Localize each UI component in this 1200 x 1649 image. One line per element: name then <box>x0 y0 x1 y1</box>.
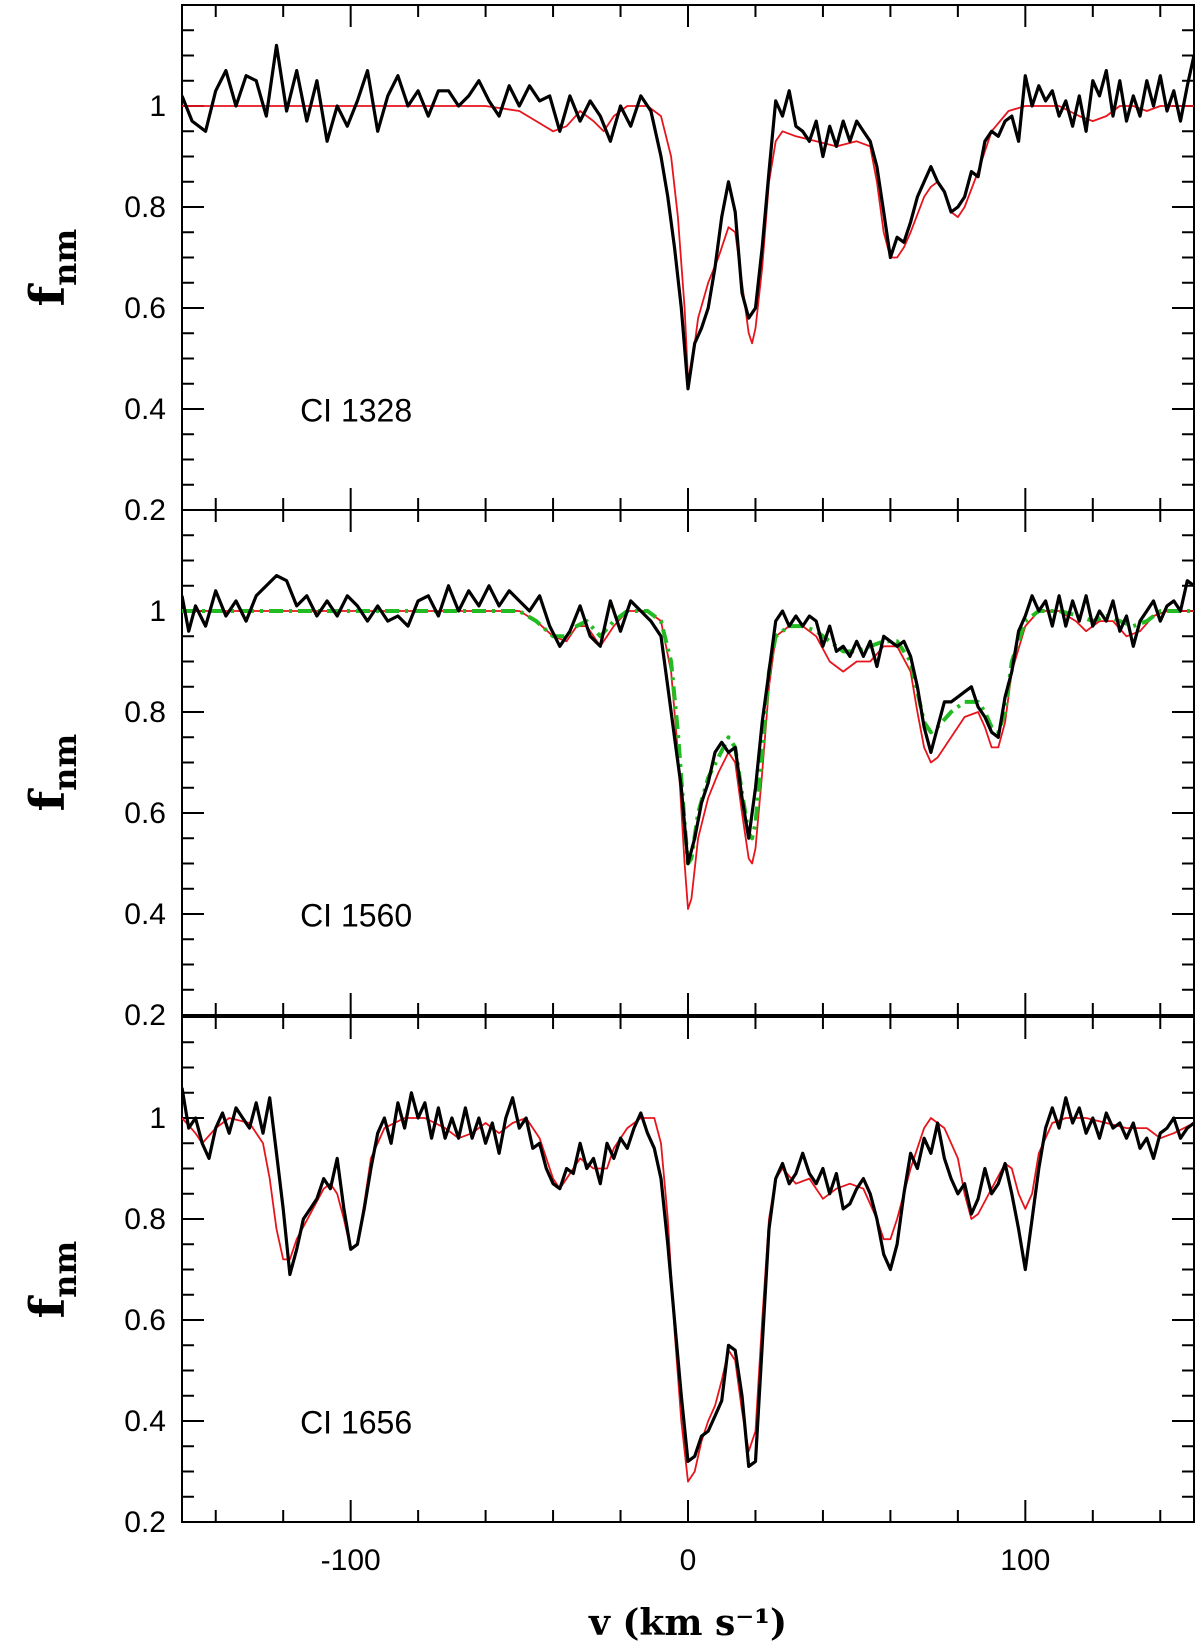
x-tick-label: -100 <box>321 1544 381 1577</box>
y-tick-label: 0.2 <box>124 999 166 1032</box>
panel-label: CI 1560 <box>300 898 412 934</box>
y-tick-label: 0.8 <box>124 191 166 224</box>
y-axis-label: fnm <box>20 734 84 812</box>
y-tick-label: 0.6 <box>124 1304 166 1337</box>
panel-3: 0.2 0.4 0.6 0.8 1 fnm CI 1656 -100 0 100 <box>20 1016 1195 1577</box>
x-tick-label: 0 <box>680 1544 697 1577</box>
series-data-line <box>182 574 1194 866</box>
y-tick-label: 1 <box>149 90 166 123</box>
y-tick-label: 0.8 <box>124 1203 166 1236</box>
series-model-line <box>182 1117 1194 1483</box>
y-axis-label: fnm <box>20 229 84 307</box>
x-axis-label: v (km s⁻¹) <box>588 1602 787 1644</box>
y-tick-label: 0.4 <box>124 898 166 931</box>
y-tick-label: 0.8 <box>124 696 166 729</box>
panel-2: 0.2 0.4 0.6 0.8 1 fnm CI 1560 <box>20 509 1195 1032</box>
panel-1: 0.2 0.4 0.6 0.8 1 fnm CI 1328 <box>20 4 1195 527</box>
y-tick-label: 0.4 <box>124 393 166 426</box>
series-alt-model-line <box>182 609 1194 866</box>
series-model-line <box>182 105 1194 380</box>
y-tick-label: 0.6 <box>124 292 166 325</box>
panel-frame <box>181 4 1195 511</box>
y-axis-label: fnm <box>20 1241 84 1319</box>
panels-layer: 0.2 0.4 0.6 0.8 1 fnm CI 1328 0.2 0.4 0.6 0.8 1 fnm C… <box>20 4 1195 1577</box>
panel-frame <box>181 509 1195 1016</box>
y-tick-label: 0.2 <box>124 494 166 527</box>
y-tick-label: 0.4 <box>124 1405 166 1438</box>
y-tick-label: 0.6 <box>124 797 166 830</box>
y-tick-label: 0.2 <box>124 1506 166 1539</box>
panel-label: CI 1656 <box>300 1405 412 1441</box>
y-tick-label: 1 <box>149 1102 166 1135</box>
series-data-line <box>182 1087 1194 1468</box>
series-data-line <box>182 43 1194 391</box>
y-tick-label: 1 <box>149 595 166 628</box>
x-tick-label: 100 <box>1000 1544 1050 1577</box>
panel-label: CI 1328 <box>300 393 412 429</box>
